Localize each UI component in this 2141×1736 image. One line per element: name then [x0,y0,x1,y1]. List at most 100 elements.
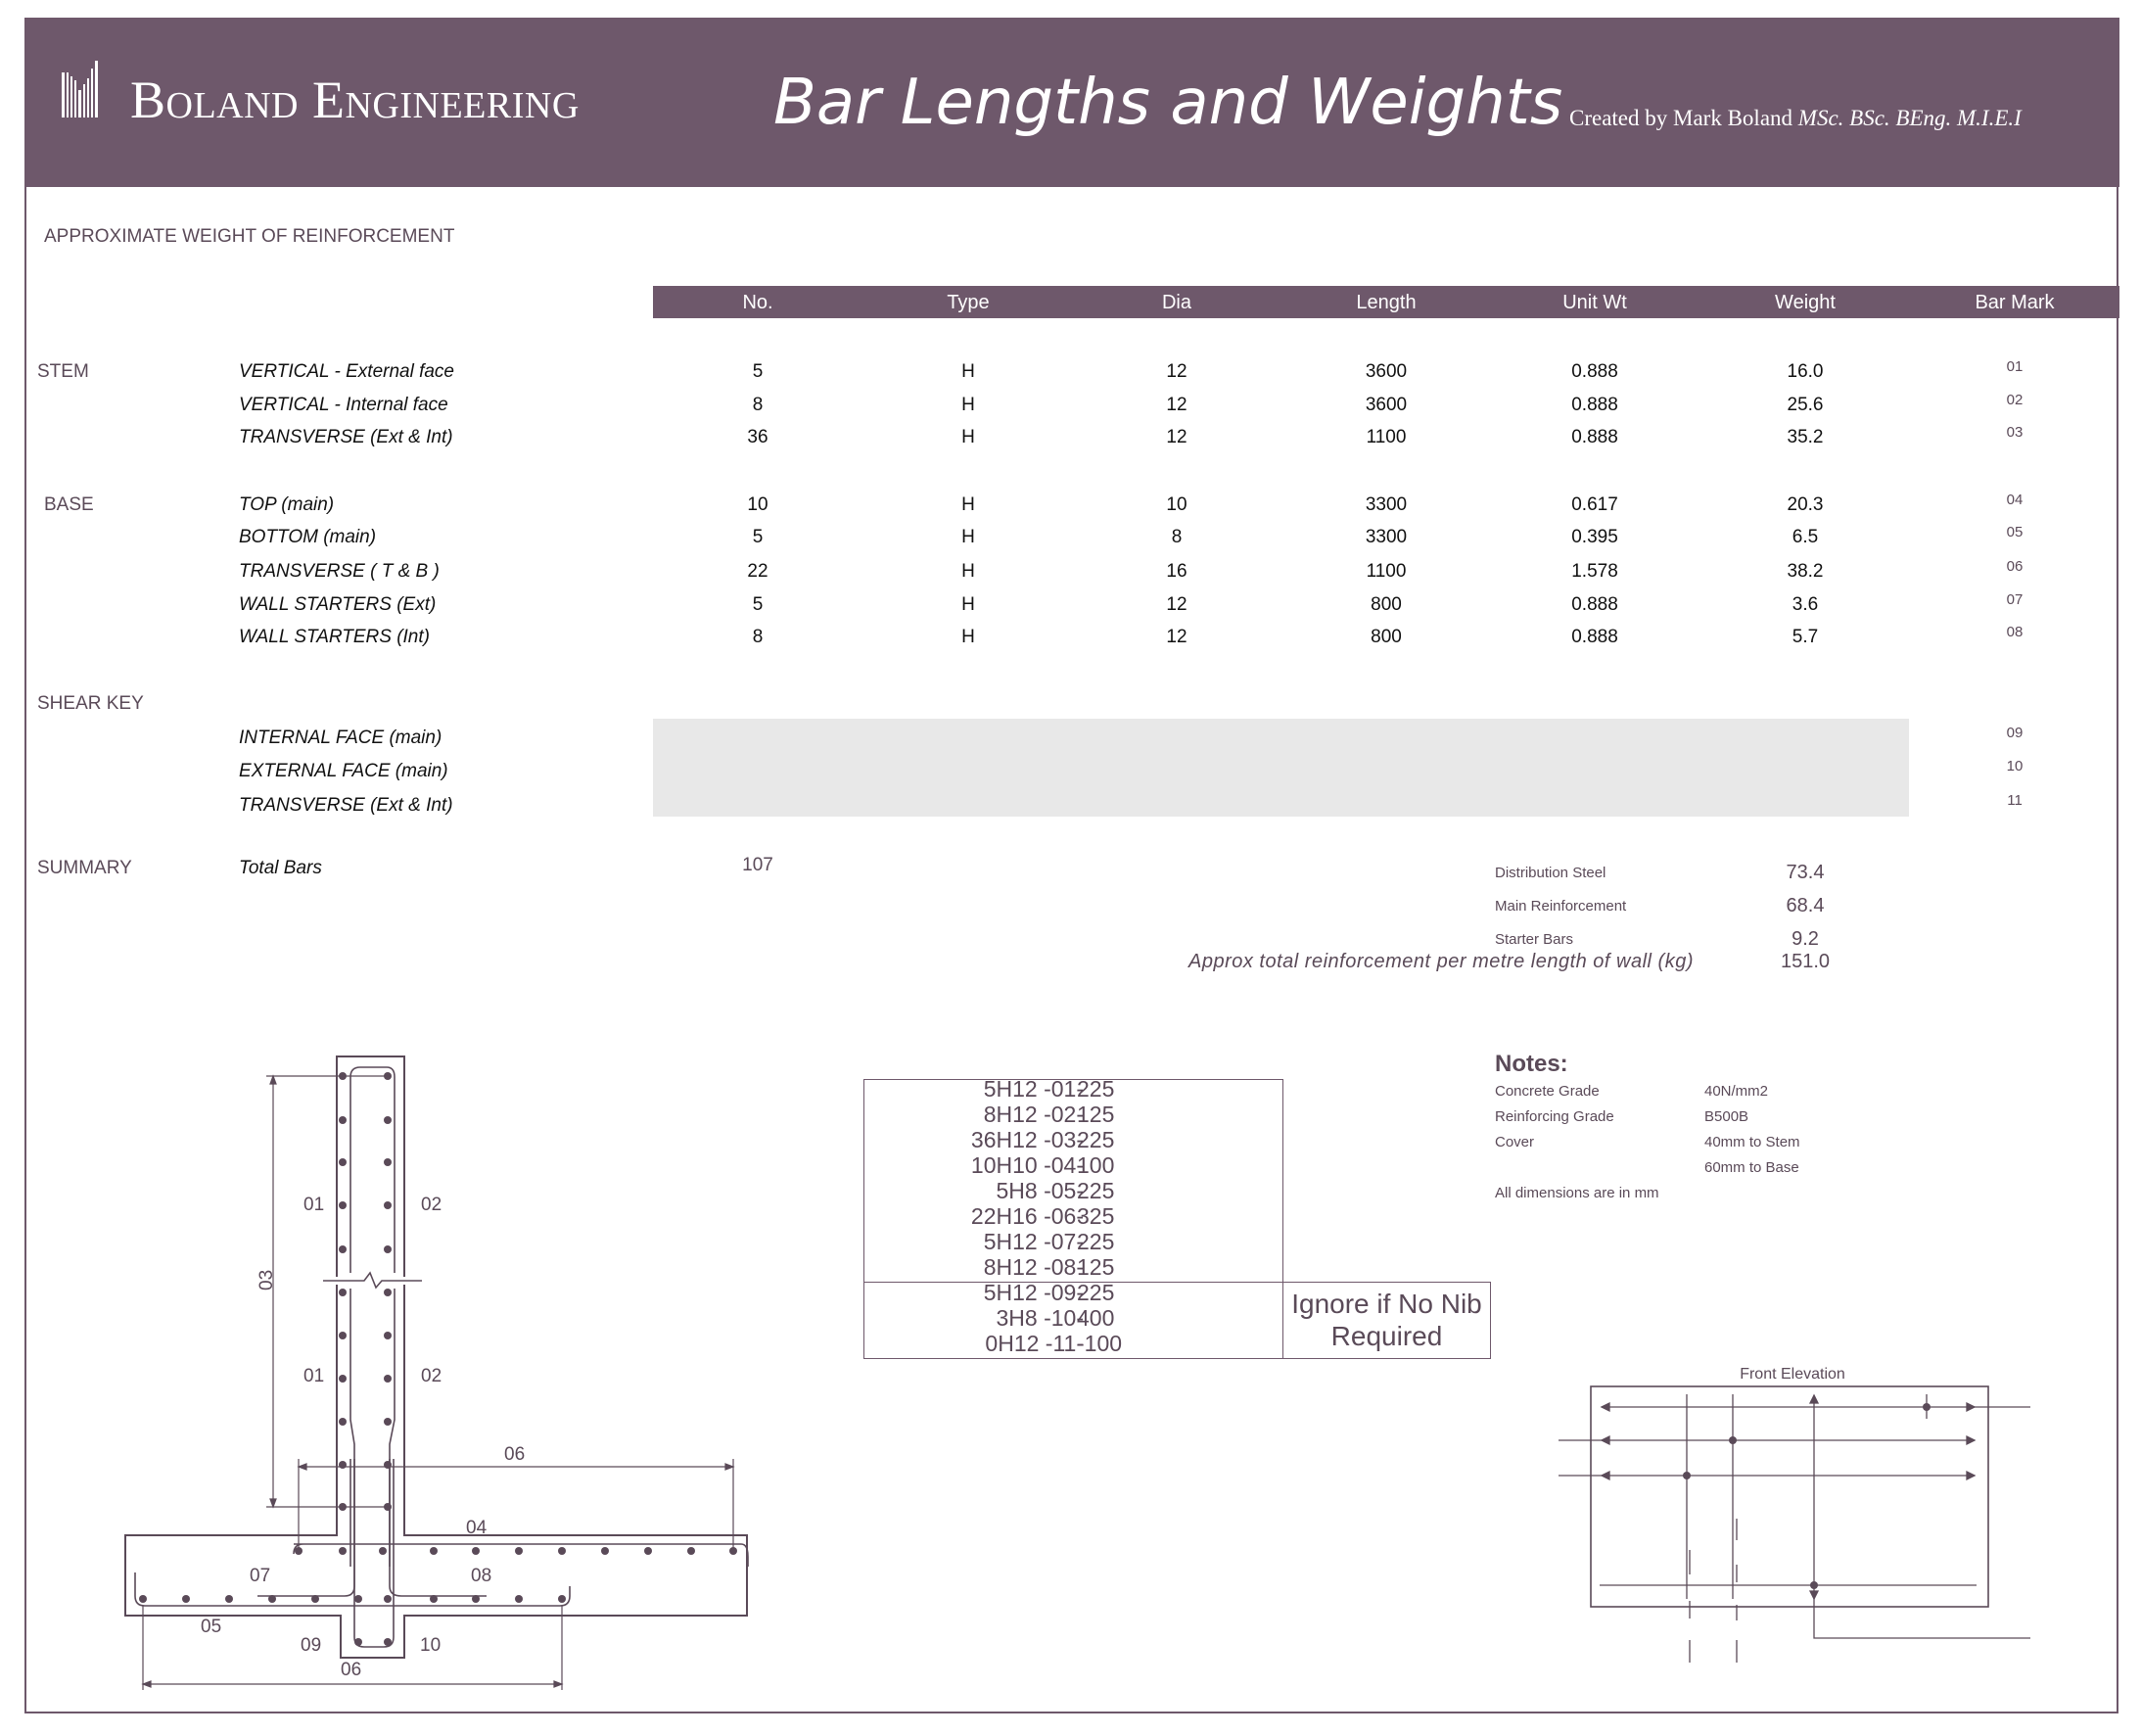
rebar-dot [339,1072,347,1080]
label-08: 08 [471,1566,491,1586]
rebar-dot [379,1547,387,1555]
summary-item-value: 73.4 [1786,862,1825,883]
schedule-line: 5H12 -01- 225 [863,1076,1275,1102]
total-bars-label: Total Bars [239,858,322,878]
row-description: TOP (main) [239,494,335,515]
rebar-dot [515,1547,523,1555]
bar-spacing: 125 [1077,1102,1115,1127]
nib-note: Ignore if No Nib Required [1282,1282,1491,1359]
cell-length: 3300 [1365,527,1408,547]
rebar-dots [139,1072,737,1646]
summary-item-value: 68.4 [1786,895,1825,916]
column-header: Unit Wt [1562,292,1627,313]
column-header: No. [742,292,773,313]
cell-unit-wt: 1.578 [1571,561,1618,582]
rebar-dot [339,1158,347,1166]
cell-dia: 12 [1166,395,1187,415]
note-value: 40N/mm2 [1704,1083,1769,1100]
cell-no: 5 [752,527,764,547]
rebar-dot [339,1375,347,1383]
cell-type: H [961,594,975,615]
front-elevation-title: Front Elevation [1740,1366,1845,1383]
summary-item-value: 9.2 [1792,928,1819,950]
bar-mark: 10 [2006,758,2024,774]
bar-mark: 09 [2006,725,2024,741]
bar-code: 5H12 -01- [983,1076,1084,1102]
row-description: TRANSVERSE (Ext & Int) [239,795,453,816]
cell-no: 22 [747,561,768,582]
header-banner [24,18,2119,187]
cell-no: 8 [752,395,764,415]
cell-no: 10 [747,494,768,515]
rebar-dot [384,1116,392,1124]
rebar-dot [339,1289,347,1296]
cell-length: 1100 [1366,427,1407,447]
note-value: B500B [1704,1108,1749,1125]
cell-weight: 5.7 [1792,627,1819,647]
cell-type: H [961,527,975,547]
logo-icon [62,61,98,117]
label-01: 01 [303,1195,324,1215]
row-description: WALL STARTERS (Int) [239,627,430,647]
rebar-dot [339,1503,347,1511]
cell-unit-wt: 0.888 [1571,594,1618,615]
break-line [323,1271,422,1290]
summary-item-label: Starter Bars [1495,931,1574,948]
note-value: 40mm to Stem [1704,1134,1800,1150]
cell-length: 800 [1371,594,1402,615]
cell-length: 1100 [1366,561,1407,582]
bar-mark: 07 [2006,591,2024,608]
bar-spacing: 125 [1077,1254,1115,1280]
total-bars-value: 107 [742,855,773,875]
bar-spacing: -100 [1077,1331,1123,1356]
approx-total-label: Approx total reinforcement per metre len… [1188,951,1694,972]
schedule-line: 22H16 -06- 325 [863,1203,1275,1229]
bar-mark: 01 [2006,358,2024,375]
front-elevation: Front Elevation [1559,1366,2030,1663]
cell-type: H [961,395,975,415]
row-description: TRANSVERSE ( T & B ) [239,561,440,582]
rebar-dot [225,1595,233,1603]
cell-dia: 12 [1166,594,1187,615]
rebar-dot [384,1289,392,1296]
cell-weight: 16.0 [1787,361,1824,382]
rebar-dot [430,1547,438,1555]
bar-spacing: 400 [1077,1305,1115,1331]
cell-weight: 25.6 [1787,395,1824,415]
rebar-dot [354,1595,362,1603]
bar-mark: 03 [2006,424,2024,441]
rebar-dot [384,1201,392,1209]
rebar-dot [339,1418,347,1426]
cell-length: 3300 [1365,494,1408,515]
rebar-dot [384,1503,392,1511]
label-04: 04 [466,1518,488,1538]
cell-unit-wt: 0.888 [1571,395,1618,415]
concrete-outline [124,1056,748,1659]
section-title: APPROXIMATE WEIGHT OF REINFORCEMENT [44,226,455,247]
bar-spacing: 225 [1077,1178,1115,1203]
rebar-dot [384,1072,392,1080]
cell-unit-wt: 0.617 [1571,494,1618,515]
cell-dia: 8 [1171,527,1183,547]
author-qualifications: MSc. BSc. BEng. M.I.E.I [1797,106,2022,130]
bar-code: 10H10 -04- [970,1152,1084,1178]
row-description: WALL STARTERS (Ext) [239,594,437,615]
stem-bar-inner [349,1066,487,1597]
rebar-dot [339,1201,347,1209]
bar-spacing: 225 [1077,1076,1115,1102]
bar-mark: 06 [2006,558,2024,575]
cell-dia: 16 [1166,561,1187,582]
group-label: SHEAR KEY [37,693,144,714]
rebar-dot [384,1418,392,1426]
column-header: Bar Mark [1975,292,2055,313]
cell-no: 5 [752,594,764,615]
bar-code: 5H12 -09- [983,1280,1084,1305]
bar-code: 8H12 -02- [983,1102,1084,1127]
dimensions-note: All dimensions are in mm [1495,1185,1659,1201]
cell-type: H [961,361,975,382]
table-header: No. Type Dia Length Unit Wt Weight Bar Mark [653,286,2119,318]
cell-length: 3600 [1365,395,1408,415]
rebar-dot [339,1461,347,1469]
column-header: Weight [1775,292,1836,313]
